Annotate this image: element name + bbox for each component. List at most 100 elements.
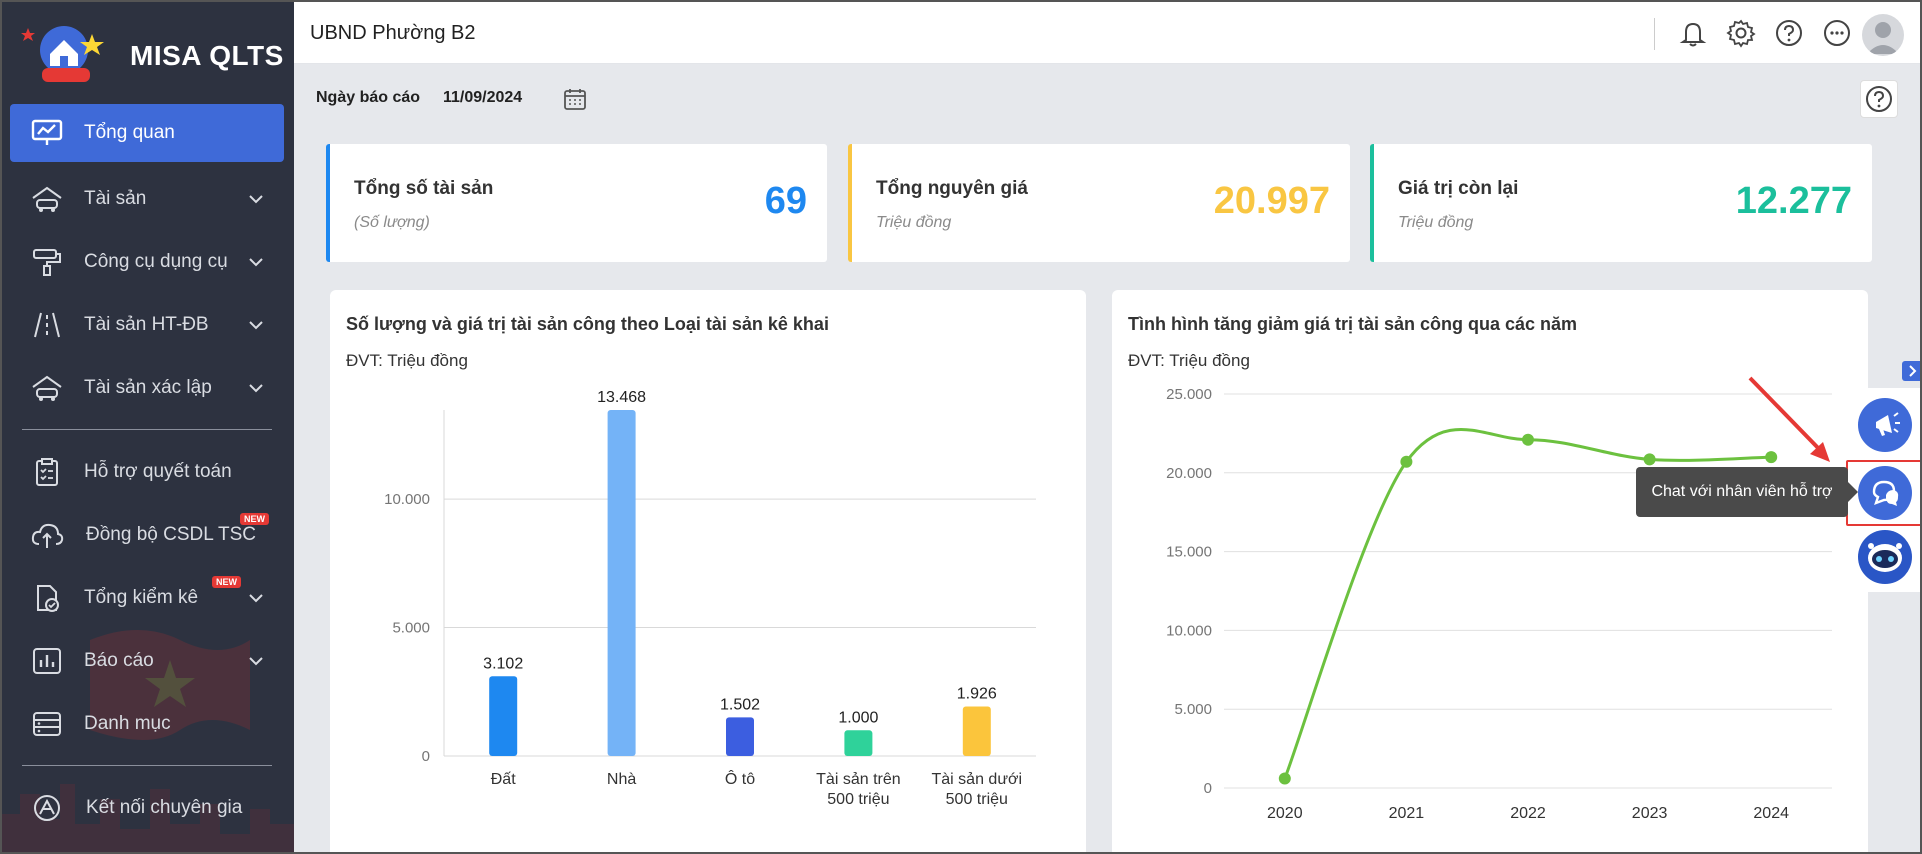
help-circle-icon	[1866, 86, 1892, 112]
report-date-label: Ngày báo cáo	[316, 89, 421, 106]
chart-unit: ĐVT: Triệu đồng	[346, 351, 468, 370]
sidebar-item-label: Đồng bộ CSDL TSC	[86, 523, 257, 545]
sidebar-item-cong-cu-dung-cu[interactable]: Công cụ dụng cụ	[0, 230, 294, 293]
new-badge: NEW	[212, 576, 241, 588]
expert-logo-icon	[34, 795, 60, 821]
bar-chart-card: Số lượng và giá trị tài sản công theo Lo…	[330, 290, 1086, 854]
x-tick-label: Tài sản dưới	[932, 771, 1023, 788]
sidebar-item-tong-kiem-ke[interactable]: Tổng kiểm kê NEW	[0, 566, 294, 629]
x-tick-label: 500 triệu	[946, 791, 1008, 808]
new-badge: NEW	[240, 513, 269, 525]
stat-value: 12.277	[1735, 180, 1852, 222]
bell-icon[interactable]	[1678, 18, 1708, 48]
y-tick-label: 5.000	[392, 620, 430, 637]
x-tick-label: 500 triệu	[827, 791, 889, 808]
clipboard-check-icon	[36, 458, 58, 486]
sidebar-item-bao-cao[interactable]: Báo cáo	[0, 629, 294, 692]
data-point	[1522, 433, 1534, 446]
bar-chart: 0 5.000 10.000 3.102 Đất 13.468 Nhà 1.502 Ô tô 1.…	[384, 389, 1036, 808]
sidebar-item-label: Hỗ trợ quyết toán	[84, 460, 232, 482]
data-label: 13.468	[597, 389, 646, 406]
bar	[962, 706, 991, 756]
sidebar-item-label: Báo cáo	[84, 649, 154, 671]
chevron-down-icon	[249, 321, 263, 330]
chevron-down-icon	[249, 594, 263, 603]
expand-panel-button[interactable]	[1902, 361, 1922, 381]
data-point	[1400, 455, 1413, 468]
bar	[489, 676, 518, 756]
sidebar-item-tai-san[interactable]: Tài sản	[0, 167, 294, 230]
megaphone-icon	[1876, 412, 1900, 436]
misa-logo-icon	[21, 26, 104, 82]
chevron-right-icon	[1909, 365, 1917, 377]
calendar-icon[interactable]	[562, 86, 588, 112]
page-help-button[interactable]	[1860, 80, 1898, 118]
brand-name: MISA QLTS	[130, 40, 284, 71]
stat-subtitle: Triệu đồng	[1398, 214, 1474, 231]
sidebar-divider	[22, 765, 272, 766]
stat-value: 20.997	[1213, 180, 1330, 222]
stat-card-remaining-value: Giá trị còn lại Triệu đồng 12.277	[1370, 144, 1872, 262]
stat-card-total-assets: Tổng số tài sản (Số lượng) 69	[326, 144, 827, 262]
sidebar-item-tai-san-xac-lap[interactable]: Tài sản xác lập	[0, 356, 294, 419]
report-date-value[interactable]: 11/09/2024	[443, 89, 523, 106]
x-tick-label: 2024	[1753, 805, 1789, 822]
y-tick-label: 20.000	[1166, 465, 1212, 482]
chevron-down-icon	[249, 657, 263, 666]
sidebar-item-label: Kết nối chuyên gia	[86, 796, 243, 818]
sidebar-item-label: Tổng quan	[84, 122, 175, 143]
x-tick-label: 2023	[1632, 805, 1668, 822]
x-tick-label: 2022	[1510, 805, 1546, 822]
stat-card-original-cost: Tổng nguyên giá Triệu đồng 20.997	[848, 144, 1350, 262]
chevron-down-icon	[249, 195, 263, 204]
sidebar-item-ket-noi-chuyen-gia[interactable]: Kết nối chuyên gia	[0, 776, 294, 839]
stat-title: Giá trị còn lại	[1398, 178, 1519, 199]
user-avatar[interactable]	[1862, 14, 1904, 56]
top-header: UBND Phường B2	[294, 0, 1922, 64]
data-label: 1.000	[838, 709, 878, 726]
avatar-icon	[1867, 22, 1899, 54]
bar	[844, 730, 873, 756]
chat-bubble-icon	[1872, 480, 1899, 506]
y-tick-label: 0	[422, 748, 430, 765]
help-circle-icon[interactable]	[1774, 18, 1804, 48]
bar	[726, 717, 754, 756]
sidebar-item-label: Tổng kiểm kê	[84, 586, 199, 608]
y-tick-label: 25.000	[1166, 386, 1212, 403]
y-tick-label: 5.000	[1174, 701, 1212, 718]
data-point	[1643, 453, 1656, 466]
y-tick-label: 10.000	[384, 491, 430, 508]
house-car-icon	[32, 186, 62, 212]
data-point	[1278, 772, 1291, 785]
x-tick-label: Ô tô	[725, 769, 755, 788]
announcement-button[interactable]	[1858, 398, 1912, 452]
chat-tooltip: Chat với nhân viên hỗ trợ	[1636, 467, 1858, 517]
more-options-icon[interactable]	[1822, 18, 1852, 48]
stat-value: 69	[764, 180, 807, 222]
x-tick-label: Đất	[491, 771, 516, 788]
sidebar-item-tai-san-ht-db[interactable]: Tài sản HT-ĐB	[0, 293, 294, 356]
x-tick-label: 2021	[1389, 805, 1425, 822]
road-icon	[34, 312, 60, 338]
sidebar-item-danh-muc[interactable]: Danh mục	[0, 692, 294, 755]
y-tick-label: 15.000	[1166, 544, 1212, 561]
stat-subtitle: (Số lượng)	[354, 214, 430, 231]
ai-assistant-button[interactable]	[1858, 530, 1912, 584]
line-chart: 0 5.000 10.000 15.000 20.000 25.000 2020 2021 20…	[1166, 386, 1832, 822]
paint-roller-icon	[33, 249, 61, 276]
data-label: 1.926	[957, 686, 997, 703]
chevron-down-icon	[249, 384, 263, 393]
robot-assistant-icon	[1868, 543, 1902, 572]
sidebar-item-label: Tài sản	[84, 187, 147, 209]
gear-icon[interactable]	[1726, 18, 1756, 48]
chart-monitor-icon	[31, 119, 63, 145]
sidebar-item-dong-bo-csdl-tsc[interactable]: Đồng bộ CSDL TSC NEW	[0, 503, 294, 566]
sidebar-item-tong-quan[interactable]: Tổng quan	[10, 104, 284, 162]
sidebar-item-ho-tro-quyet-toan[interactable]: Hỗ trợ quyết toán	[0, 440, 294, 503]
chat-support-button[interactable]	[1858, 466, 1912, 520]
x-tick-label: Nhà	[607, 771, 636, 788]
house-car-icon	[32, 375, 62, 401]
chart-title: Số lượng và giá trị tài sản công theo Lo…	[346, 314, 829, 334]
org-name: UBND Phường B2	[310, 22, 476, 44]
x-tick-label: Tài sản trên	[816, 771, 900, 788]
